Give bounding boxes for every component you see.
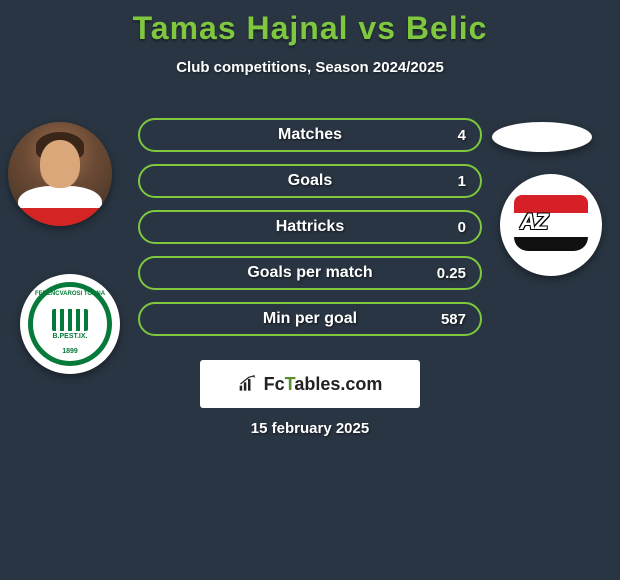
page-title: Tamas Hajnal vs Belic <box>0 0 620 47</box>
stat-bar-hattricks: Hattricks 0 <box>138 210 482 244</box>
footer-brand-badge: FcTables.com <box>200 360 420 408</box>
club-left-mid-text: B.PEST.IX. <box>52 333 87 340</box>
footer-brand-text: FcTables.com <box>264 374 383 395</box>
stat-value: 587 <box>441 311 466 328</box>
stats-container: Matches 4 Goals 1 Hattricks 0 Goals per … <box>138 118 482 348</box>
stat-bar-matches: Matches 4 <box>138 118 482 152</box>
stat-value: 0.25 <box>437 265 466 282</box>
stat-bar-goals-per-match: Goals per match 0.25 <box>138 256 482 290</box>
club-left-year: 1899 <box>62 348 78 355</box>
stat-label: Matches <box>278 126 342 144</box>
stat-bar-goals: Goals 1 <box>138 164 482 198</box>
club-right-badge: AZ <box>500 174 602 276</box>
stat-label: Goals <box>288 172 332 190</box>
stat-label: Goals per match <box>247 264 372 282</box>
brand-highlight: T <box>285 374 295 394</box>
subtitle: Club competitions, Season 2024/2025 <box>0 59 620 76</box>
club-right-initials: AZ <box>520 209 547 235</box>
club-left-badge: FERENCVAROSI TORNA B.PEST.IX. 1899 <box>20 274 120 374</box>
stat-bar-min-per-goal: Min per goal 587 <box>138 302 482 336</box>
player-left-avatar <box>8 122 112 226</box>
brand-prefix: Fc <box>264 374 285 394</box>
stat-label: Hattricks <box>276 218 344 236</box>
stat-value: 4 <box>458 127 466 144</box>
stat-value: 0 <box>458 219 466 236</box>
club-left-top-text: FERENCVAROSI TORNA <box>35 291 105 297</box>
club-left-stripes-icon <box>52 309 88 331</box>
date-text: 15 february 2025 <box>0 420 620 437</box>
brand-suffix: ables.com <box>294 374 382 394</box>
stat-value: 1 <box>458 173 466 190</box>
chart-icon <box>238 375 258 393</box>
player-right-avatar <box>492 122 592 152</box>
stat-label: Min per goal <box>263 310 357 328</box>
